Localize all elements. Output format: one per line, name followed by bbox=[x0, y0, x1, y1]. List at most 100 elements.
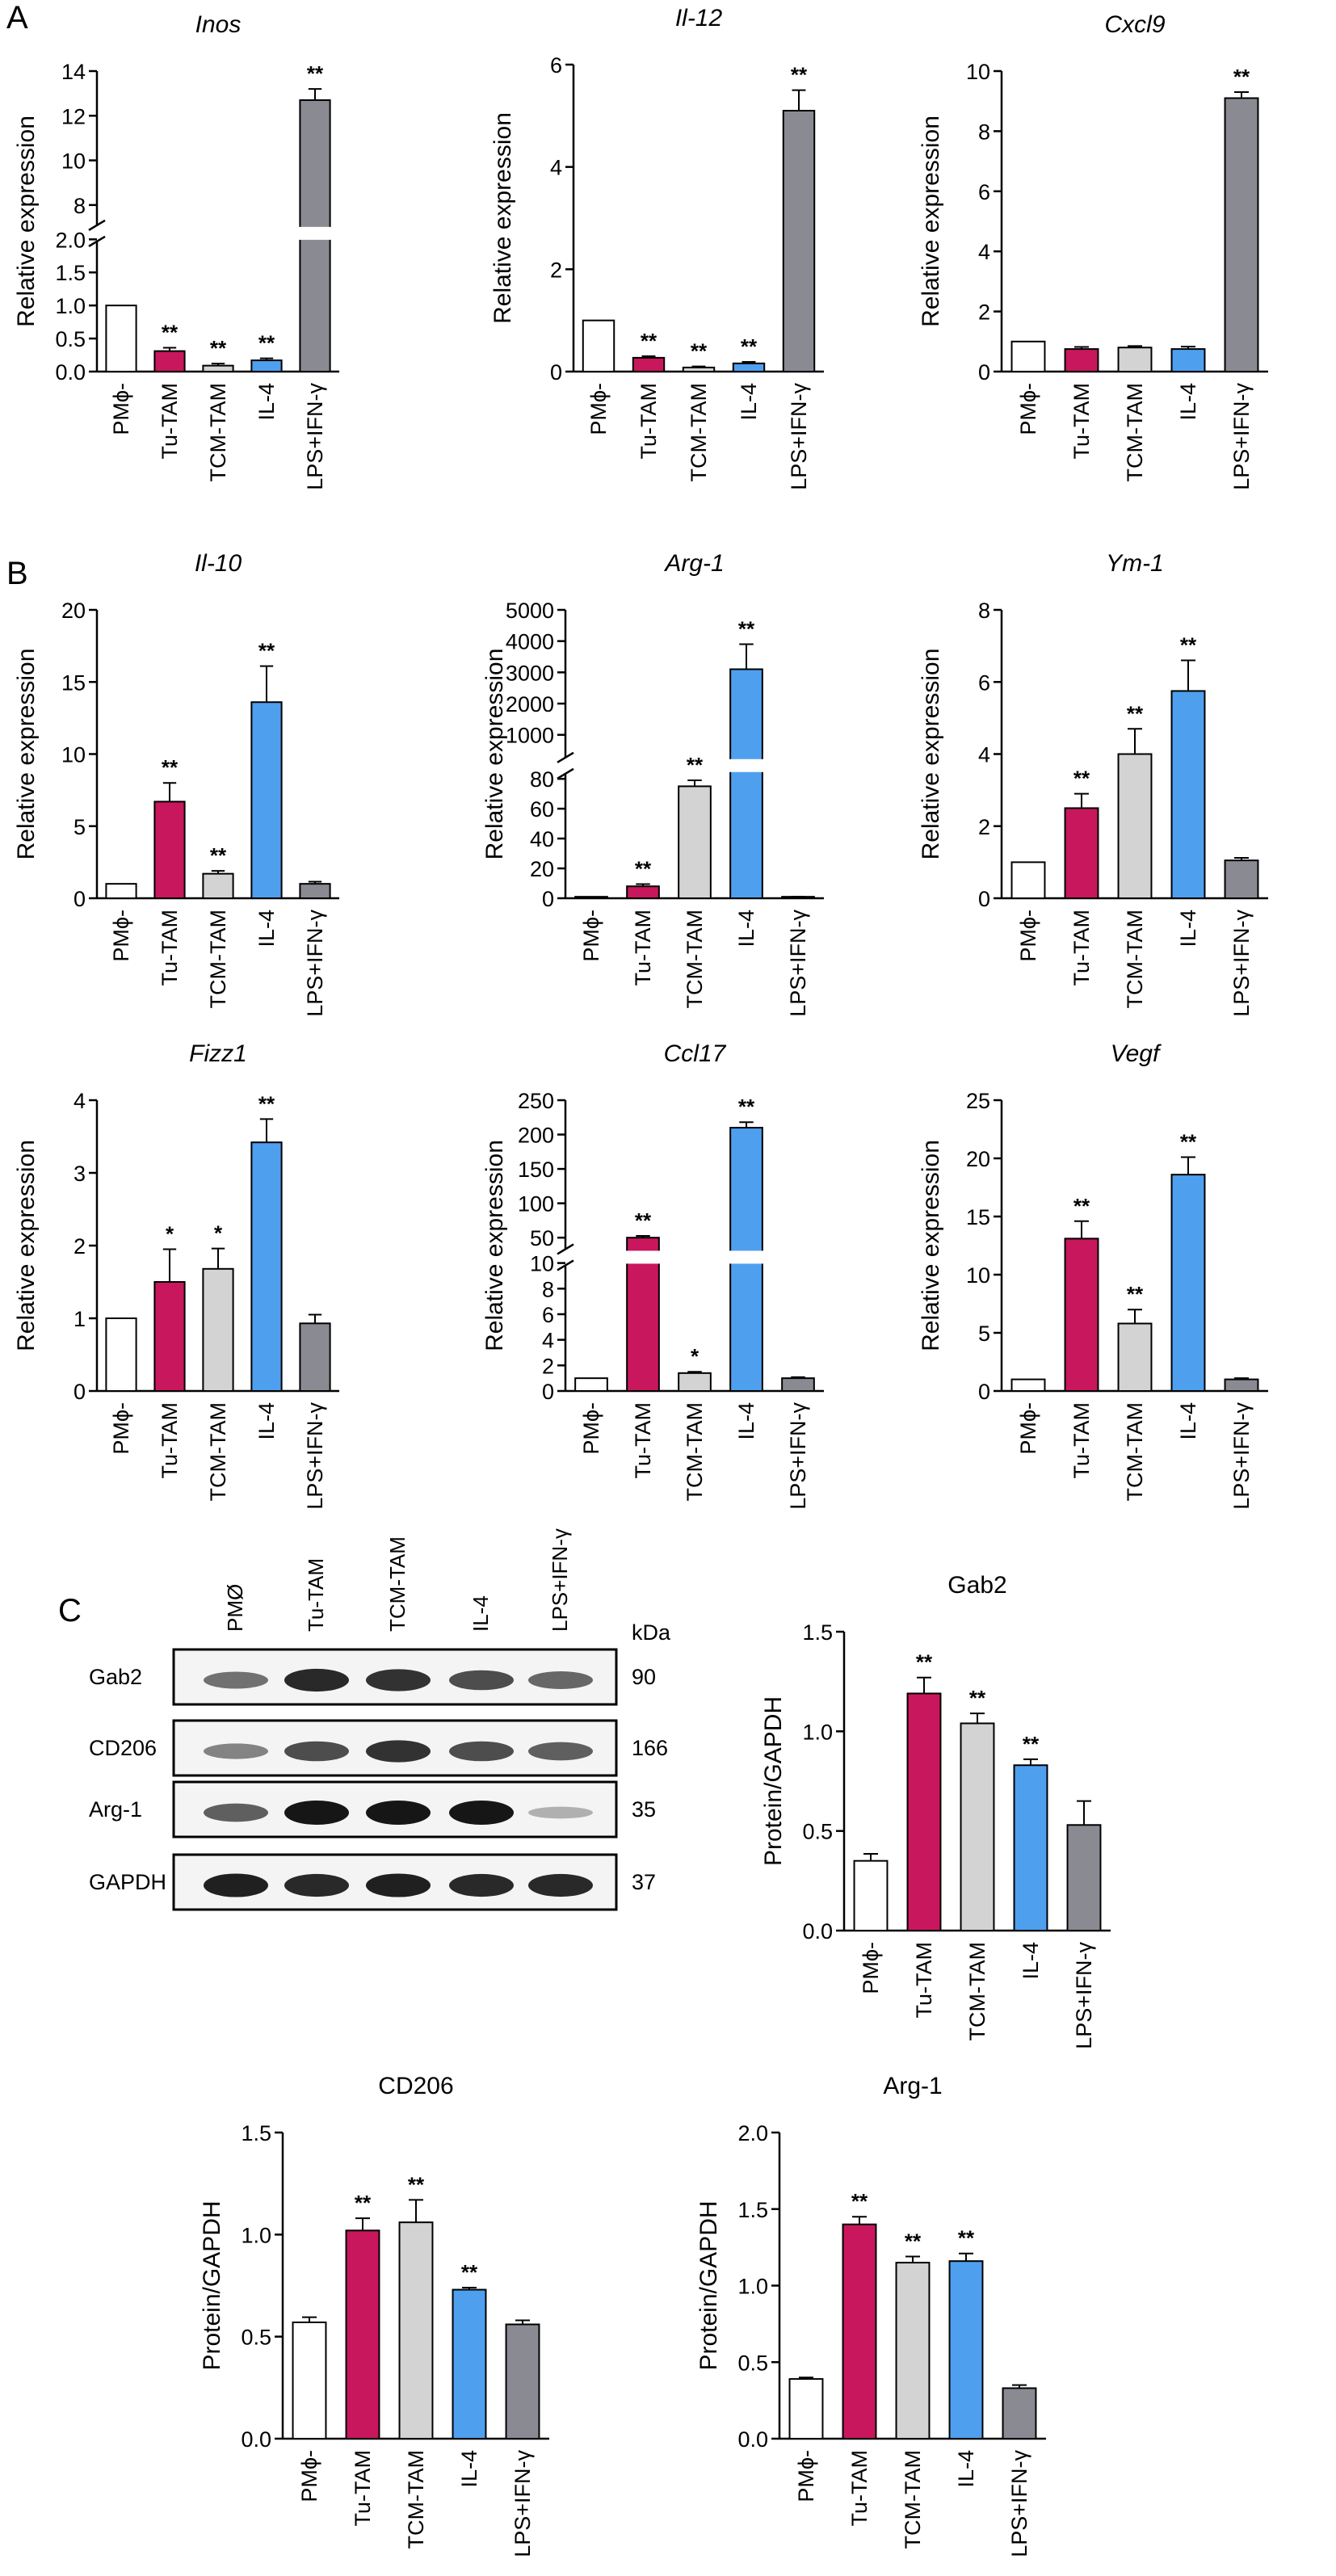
significance-label: ** bbox=[258, 639, 275, 663]
lane-label: Tu-TAM bbox=[304, 1558, 328, 1632]
bar bbox=[1066, 1824, 1102, 1931]
significance-label: ** bbox=[635, 856, 652, 880]
lane-label: IL-4 bbox=[468, 1595, 493, 1632]
chart-title: Fizz1 bbox=[189, 1040, 247, 1067]
blot-row-label: Gab2 bbox=[89, 1665, 142, 1689]
bar bbox=[678, 785, 712, 900]
y-tick-label: 1.5 bbox=[55, 261, 86, 285]
y-tick-label: 2 bbox=[978, 815, 990, 839]
bar bbox=[299, 1322, 331, 1393]
y-tick-label: 15 bbox=[966, 1205, 990, 1229]
bar bbox=[202, 872, 234, 900]
bar bbox=[853, 1860, 889, 1932]
x-tick-label: LPS+IFN-γ bbox=[303, 383, 327, 490]
bar bbox=[1064, 1238, 1099, 1392]
x-tick-label: Tu-TAM bbox=[158, 910, 182, 986]
x-tick-label: TCM-TAM bbox=[965, 1942, 989, 2040]
blot-band bbox=[204, 1803, 268, 1822]
chart-11: Arg-1 Protein/GAPDH 0.0 0.5 1.0 1.5 2.0 PMϕ- ** T… bbox=[695, 2073, 1046, 2557]
y-tick-label: 10 bbox=[61, 149, 86, 174]
x-tick-label: PMϕ- bbox=[109, 383, 133, 435]
x-tick-label: IL-4 bbox=[1019, 1942, 1043, 1980]
bar bbox=[1064, 807, 1099, 899]
bar bbox=[105, 883, 137, 900]
significance-label: ** bbox=[687, 753, 704, 777]
significance-label: ** bbox=[162, 321, 179, 345]
blot-band bbox=[449, 1670, 514, 1691]
blot-kda-value: 90 bbox=[632, 1665, 656, 1689]
x-tick-label: Tu-TAM bbox=[351, 2450, 375, 2527]
blot-band bbox=[449, 1741, 514, 1762]
y-tick-label: 40 bbox=[530, 827, 554, 851]
x-tick-label: LPS+IFN-γ bbox=[303, 910, 327, 1017]
significance-label: ** bbox=[635, 1208, 652, 1233]
bar-break bbox=[298, 226, 332, 240]
chart-title: Il-10 bbox=[195, 550, 242, 577]
bar bbox=[105, 1317, 137, 1392]
y-tick-label: 10 bbox=[61, 743, 86, 767]
y-tick-label: 6 bbox=[978, 180, 990, 204]
y-tick-label: 5 bbox=[74, 815, 86, 839]
bar bbox=[250, 359, 283, 372]
y-tick-label: 4 bbox=[74, 1089, 86, 1113]
bar bbox=[574, 1377, 608, 1393]
blot-band bbox=[528, 1742, 593, 1761]
lane-label: TCM-TAM bbox=[385, 1536, 410, 1632]
y-tick-label: 8 bbox=[978, 599, 990, 623]
y-tick-label: 5000 bbox=[506, 599, 554, 623]
chart-2: Cxcl9 Relative expression 0 2 4 6 8 10 PMϕ- Tu-TA… bbox=[918, 11, 1268, 490]
x-tick-label: Tu-TAM bbox=[631, 1402, 655, 1479]
bar bbox=[505, 2323, 540, 2439]
lane-label: LPS+IFN-γ bbox=[548, 1528, 572, 1632]
y-tick-label: 0 bbox=[978, 887, 990, 911]
y-tick-label: 1.0 bbox=[55, 294, 86, 318]
bar bbox=[1010, 340, 1046, 372]
x-tick-label: PMϕ- bbox=[297, 2450, 321, 2502]
y-tick-label: 1 bbox=[74, 1307, 86, 1331]
significance-label: ** bbox=[691, 339, 708, 363]
significance-label: ** bbox=[258, 1091, 275, 1116]
x-tick-label: TCM-TAM bbox=[687, 383, 711, 481]
y-tick-label: 1.5 bbox=[241, 2121, 271, 2145]
bar bbox=[1002, 2387, 1037, 2440]
x-tick-label: TCM-TAM bbox=[1123, 910, 1147, 1008]
bar bbox=[153, 1281, 186, 1392]
significance-label: ** bbox=[1127, 701, 1144, 725]
x-tick-label: LPS+IFN-γ bbox=[303, 1402, 327, 1510]
bar bbox=[1117, 753, 1153, 899]
y-tick-label: 1.5 bbox=[802, 1620, 833, 1645]
y-tick-label: 3000 bbox=[506, 661, 554, 685]
y-axis-label: Relative expression bbox=[13, 649, 40, 860]
significance-label: ** bbox=[210, 336, 227, 360]
y-axis-label: Protein/GAPDH bbox=[760, 1696, 787, 1866]
bar bbox=[1224, 1378, 1259, 1392]
x-tick-label: PMϕ- bbox=[109, 1402, 133, 1455]
y-tick-label: 4 bbox=[550, 156, 562, 180]
x-tick-label: TCM-TAM bbox=[1123, 383, 1147, 481]
chart-title: Ym-1 bbox=[1106, 550, 1164, 577]
x-tick-label: IL-4 bbox=[954, 2450, 978, 2488]
y-tick-label: 12 bbox=[61, 104, 86, 128]
x-tick-label: IL-4 bbox=[1176, 1402, 1200, 1440]
bar bbox=[398, 2221, 434, 2439]
x-tick-label: IL-4 bbox=[254, 910, 279, 948]
bar bbox=[153, 350, 186, 373]
blot-band bbox=[204, 1873, 268, 1897]
chart-3: Il-10 Relative expression 0 5 10 15 20 PMϕ- ** Tu… bbox=[13, 550, 339, 1017]
significance-label: ** bbox=[461, 2260, 478, 2284]
bar bbox=[1064, 348, 1099, 373]
y-tick-label: 1.5 bbox=[737, 2198, 768, 2222]
x-tick-label: LPS+IFN-γ bbox=[1229, 383, 1254, 490]
y-axis-label: Protein/GAPDH bbox=[695, 2200, 722, 2370]
y-tick-label: 0.5 bbox=[241, 2326, 271, 2350]
y-tick-label: 10 bbox=[966, 60, 990, 84]
x-tick-label: LPS+IFN-γ bbox=[1229, 1402, 1254, 1510]
panel-label-a: A bbox=[6, 0, 28, 36]
bar bbox=[732, 362, 766, 373]
bar bbox=[452, 2288, 487, 2439]
y-tick-label: 60 bbox=[530, 797, 554, 822]
y-tick-label: 2000 bbox=[506, 692, 554, 716]
y-tick-label: 0 bbox=[978, 1380, 990, 1404]
x-tick-label: Tu-TAM bbox=[158, 383, 182, 460]
significance-label: ** bbox=[307, 61, 324, 86]
